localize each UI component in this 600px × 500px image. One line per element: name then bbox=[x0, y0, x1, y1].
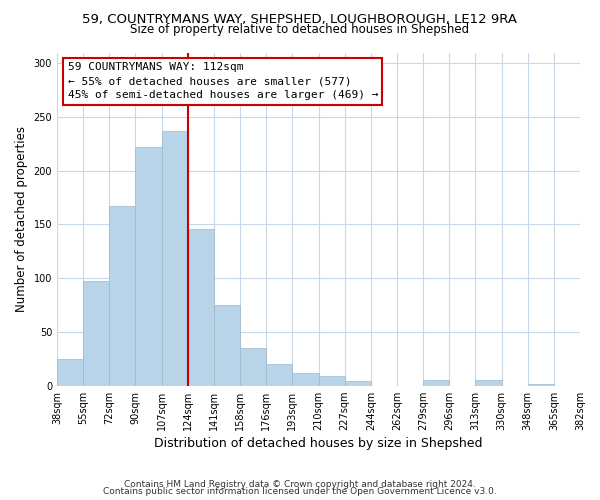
Bar bbox=[292, 373, 319, 386]
Text: 59 COUNTRYMANS WAY: 112sqm
← 55% of detached houses are smaller (577)
45% of sem: 59 COUNTRYMANS WAY: 112sqm ← 55% of deta… bbox=[68, 62, 378, 100]
Bar bbox=[83, 282, 109, 386]
Bar bbox=[528, 384, 554, 386]
Text: Size of property relative to detached houses in Shepshed: Size of property relative to detached ho… bbox=[130, 22, 470, 36]
Text: 59, COUNTRYMANS WAY, SHEPSHED, LOUGHBOROUGH, LE12 9RA: 59, COUNTRYMANS WAY, SHEPSHED, LOUGHBORO… bbox=[83, 12, 517, 26]
Bar bbox=[161, 131, 188, 386]
Bar bbox=[344, 382, 371, 386]
Text: Contains HM Land Registry data © Crown copyright and database right 2024.: Contains HM Land Registry data © Crown c… bbox=[124, 480, 476, 489]
X-axis label: Distribution of detached houses by size in Shepshed: Distribution of detached houses by size … bbox=[154, 437, 483, 450]
Bar bbox=[266, 364, 292, 386]
Bar bbox=[109, 206, 136, 386]
Bar bbox=[136, 147, 161, 386]
Bar bbox=[319, 376, 344, 386]
Bar bbox=[423, 380, 449, 386]
Bar bbox=[57, 359, 83, 386]
Bar bbox=[214, 305, 240, 386]
Y-axis label: Number of detached properties: Number of detached properties bbox=[15, 126, 28, 312]
Bar bbox=[188, 229, 214, 386]
Bar bbox=[475, 380, 502, 386]
Bar bbox=[240, 348, 266, 386]
Text: Contains public sector information licensed under the Open Government Licence v3: Contains public sector information licen… bbox=[103, 488, 497, 496]
